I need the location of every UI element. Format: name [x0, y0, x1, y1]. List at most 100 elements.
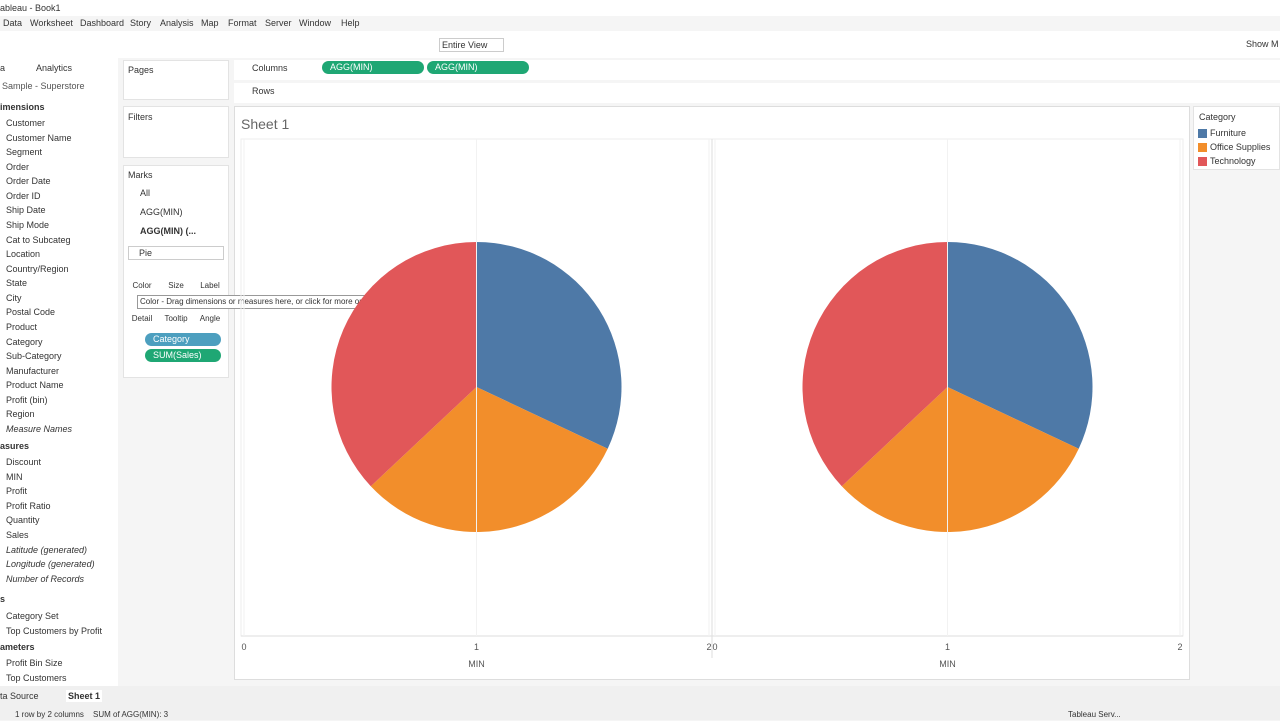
show-me[interactable]: Show M	[1246, 39, 1279, 49]
menu-item[interactable]: Data	[3, 18, 23, 28]
field[interactable]: Order	[6, 161, 30, 172]
status-tab[interactable]: Sheet 1	[66, 690, 103, 702]
marks-card	[123, 165, 229, 378]
field[interactable]: Country/Region	[6, 263, 69, 274]
legend-swatch	[1198, 157, 1207, 166]
pages-card	[123, 60, 229, 100]
side-tab[interactable]: Analytics	[36, 63, 73, 73]
field[interactable]: Segment	[6, 147, 43, 158]
field[interactable]: Number of Records	[6, 573, 85, 584]
status-tab[interactable]: ta Source	[0, 691, 39, 701]
column-pill[interactable]: AGG(MIN)	[427, 61, 529, 74]
menu-item[interactable]: Window	[299, 18, 332, 28]
field[interactable]: Product Name	[6, 380, 64, 391]
status-info: SUM of AGG(MIN): 3	[93, 710, 169, 719]
legend-entry[interactable]: Technology	[1210, 156, 1256, 166]
field[interactable]: Measure Names	[6, 423, 73, 434]
x-tick-label: 1	[945, 642, 950, 652]
pages-label: Pages	[128, 65, 154, 75]
menu-item[interactable]: Format	[228, 18, 257, 28]
x-tick-label: 0	[712, 642, 717, 652]
data-pane	[0, 58, 118, 686]
marks-card[interactable]: All	[140, 188, 151, 198]
field[interactable]: Profit (bin)	[6, 394, 48, 405]
menu-item[interactable]: Map	[201, 18, 219, 28]
section-header: s	[0, 594, 6, 604]
field[interactable]: Order Date	[6, 176, 51, 187]
column-pill[interactable]: AGG(MIN)	[322, 61, 424, 74]
pie-slice	[802, 242, 948, 487]
field[interactable]: Category Set	[6, 611, 59, 621]
field[interactable]: City	[6, 292, 22, 303]
mark-type[interactable]: Pie	[128, 246, 224, 260]
marks-label: Marks	[128, 170, 153, 180]
field[interactable]: Cat to Subcateg	[6, 234, 71, 245]
field[interactable]: Manufacturer	[6, 365, 60, 376]
field[interactable]: Ship Date	[6, 205, 46, 216]
menu-item[interactable]: Dashboard	[80, 18, 125, 28]
field[interactable]: MIN	[6, 471, 23, 482]
field[interactable]: Product	[6, 321, 38, 332]
x-tick-label: 2	[706, 642, 711, 652]
marks-pill[interactable]: Category	[145, 333, 221, 346]
field[interactable]: Sub-Category	[6, 351, 62, 362]
field[interactable]: State	[6, 278, 28, 289]
legend-card	[1193, 106, 1280, 170]
sheet-title: Sheet 1	[241, 116, 290, 132]
menu-item[interactable]: Server	[265, 18, 292, 28]
server-status: Tableau Serv...	[1068, 710, 1121, 719]
field[interactable]: Customer	[6, 118, 46, 128]
pie-slice	[841, 387, 1079, 532]
mark-button[interactable]: Label	[200, 281, 220, 290]
x-axis-title: MIN	[939, 659, 956, 669]
x-tick-label: 0	[241, 642, 246, 652]
menu-item[interactable]: Story	[130, 18, 152, 28]
mark-button[interactable]: Color	[132, 281, 152, 290]
filters-label: Filters	[128, 112, 153, 122]
field[interactable]: Order ID	[6, 190, 41, 201]
pie-slice	[331, 242, 477, 487]
field[interactable]: Sales	[6, 530, 29, 540]
marks-card[interactable]: AGG(MIN) (...	[140, 226, 196, 236]
field[interactable]: Profit	[6, 486, 28, 497]
field[interactable]: Region	[6, 409, 35, 420]
field[interactable]: Ship Mode	[6, 219, 50, 230]
marks-pill[interactable]: SUM(Sales)	[145, 349, 221, 362]
chart-area: 0 1 2 MIN 0 1 2 MIN	[240, 138, 1184, 669]
section-header: asures	[0, 441, 30, 451]
status-bar	[0, 706, 1280, 720]
legend-swatch	[1198, 129, 1207, 138]
field[interactable]: Profit Ratio	[6, 500, 51, 511]
field[interactable]: Longitude (generated)	[6, 559, 95, 570]
field[interactable]: Postal Code	[6, 307, 56, 318]
field[interactable]: Discount	[6, 457, 42, 467]
legend-entry[interactable]: Furniture	[1210, 128, 1247, 138]
data-source: Sample - Superstore	[2, 81, 85, 91]
fit-dropdown[interactable]: Entire View	[439, 38, 505, 52]
field[interactable]: Quantity	[6, 515, 40, 526]
field[interactable]: Category	[6, 336, 43, 347]
side-tab[interactable]: a	[0, 63, 6, 73]
mark-button[interactable]: Size	[168, 281, 184, 290]
marks-card[interactable]: AGG(MIN)	[140, 207, 183, 217]
x-tick-label: 1	[474, 642, 479, 652]
x-axis-title: MIN	[468, 659, 485, 669]
field[interactable]: Top Customers	[6, 673, 67, 683]
section-header: imensions	[0, 102, 45, 112]
field[interactable]: Top Customers by Profit	[6, 625, 103, 636]
x-tick-label: 2	[1177, 642, 1182, 652]
mark-button[interactable]: Tooltip	[164, 314, 188, 323]
menu-item[interactable]: Worksheet	[30, 18, 73, 28]
field[interactable]: Location	[6, 249, 41, 260]
pie-slice	[370, 387, 608, 532]
field[interactable]: Profit Bin Size	[6, 658, 63, 668]
title-bar	[0, 0, 1280, 16]
menu-item[interactable]: Help	[341, 18, 360, 28]
mark-button[interactable]: Angle	[199, 314, 221, 323]
legend-entry[interactable]: Office Supplies	[1210, 142, 1271, 152]
field[interactable]: Latitude (generated)	[6, 544, 88, 555]
filters-card	[123, 106, 229, 158]
menu-item[interactable]: Analysis	[160, 18, 194, 28]
field[interactable]: Customer Name	[6, 132, 72, 143]
mark-button[interactable]: Detail	[131, 314, 153, 323]
